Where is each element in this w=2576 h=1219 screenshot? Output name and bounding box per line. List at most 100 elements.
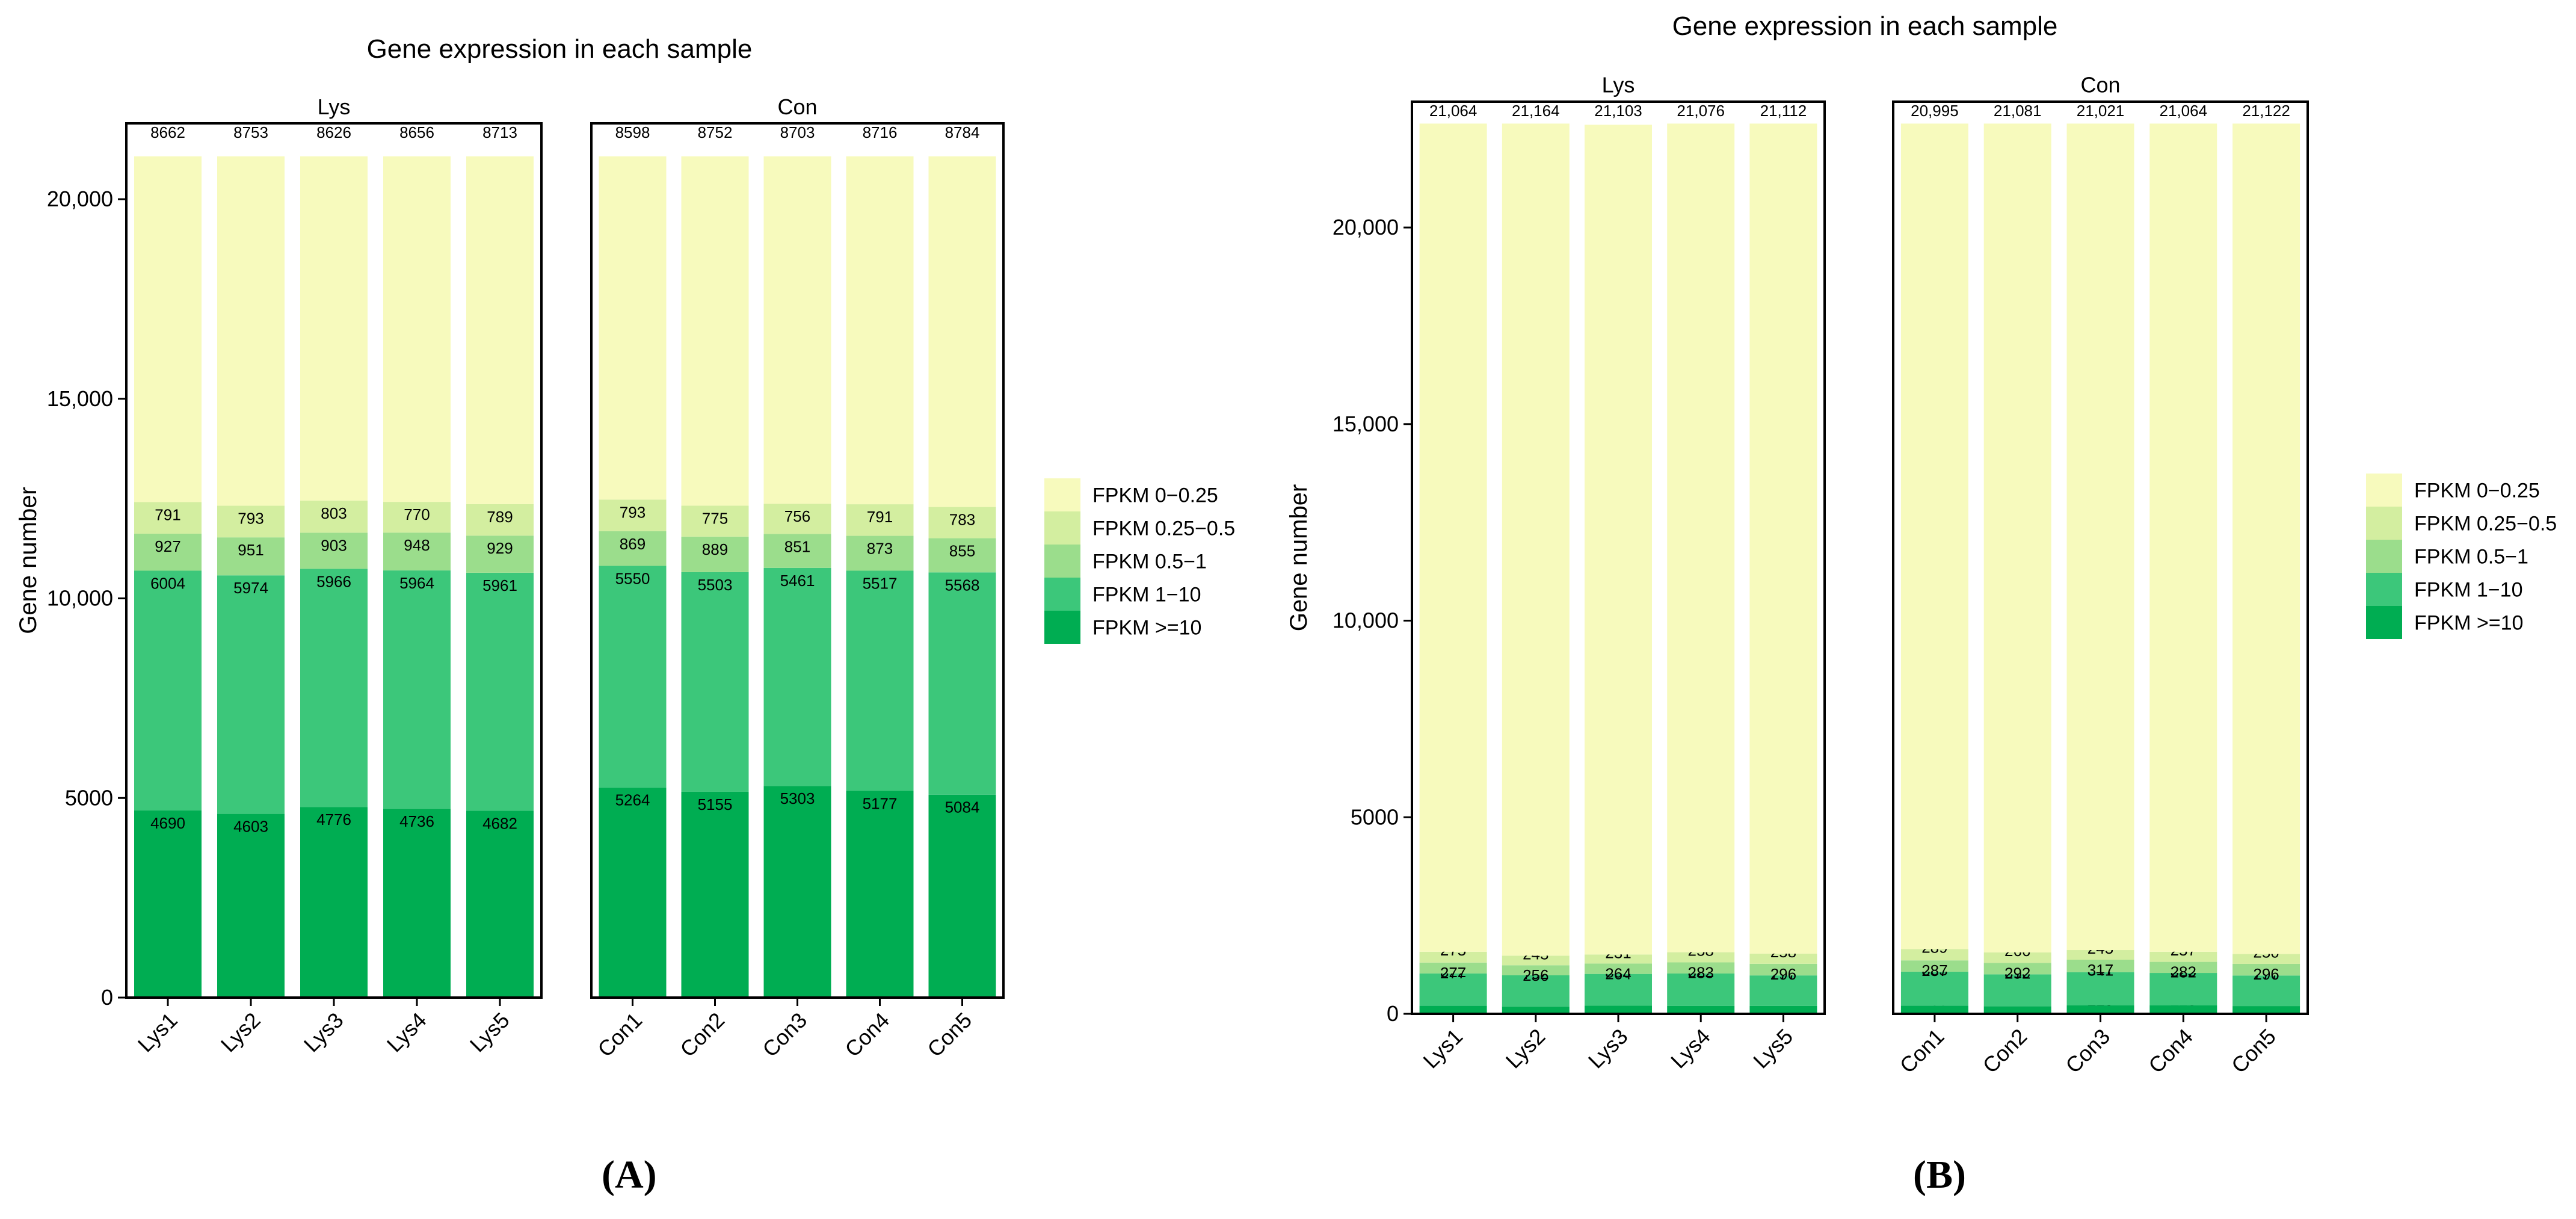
legend-label: FPKM 1−10 — [1092, 584, 1201, 606]
panel-label-b: (B) — [1913, 1153, 1966, 1197]
y-tick-label: 20,000 — [47, 187, 113, 211]
top-label: 21,021 — [2077, 102, 2125, 120]
x-tick-label: Lys2 — [216, 1008, 265, 1057]
top-label: 20,995 — [1911, 102, 1959, 120]
bar-segment — [846, 791, 914, 998]
bar-con2: 19481029226621,081 — [1983, 102, 2051, 1014]
data-label: 5503 — [698, 576, 733, 594]
data-label: 756 — [784, 507, 810, 525]
legend-label: FPKM 0.25−0.5 — [2414, 513, 2557, 535]
top-label: 8753 — [233, 123, 268, 141]
bar-con4: 5177 5517 873 791 8716 — [846, 123, 914, 998]
bar-segment — [1667, 973, 1735, 1006]
data-label: 791 — [155, 506, 180, 524]
bar-segment — [383, 570, 451, 809]
data-label: 5517 — [863, 574, 898, 592]
bar-segment — [1900, 971, 1968, 1006]
x-tick-label: Lys3 — [1583, 1024, 1633, 1073]
bar-lys5: 4682 5961 929 789 8713 — [466, 123, 534, 998]
bar-segment — [134, 156, 202, 502]
data-label: 4776 — [316, 810, 351, 829]
bar-segment — [763, 156, 831, 504]
data-label: 5084 — [945, 798, 980, 816]
bar-segment — [300, 156, 368, 501]
bar-segment — [466, 572, 534, 811]
bar-segment — [466, 504, 534, 536]
bar-lys2: 4603 5974 951 793 8753 — [217, 123, 285, 998]
x-tick-label: Con2 — [1978, 1024, 2032, 1078]
y-tick-label: 10,000 — [47, 586, 113, 611]
top-label: 21,064 — [2160, 102, 2208, 120]
bar-segment — [2066, 123, 2134, 951]
data-label: 256 — [1523, 966, 1548, 984]
data-label: 869 — [620, 535, 646, 553]
data-label: 5550 — [615, 570, 650, 588]
data-label: 317 — [2088, 961, 2113, 979]
bar-lys4: 4736 5964 948 770 8656 — [383, 123, 451, 998]
data-label: 4603 — [233, 818, 268, 836]
facet-label: Lys — [318, 94, 351, 119]
bar-segment — [134, 533, 202, 571]
bar-segment — [466, 535, 534, 573]
bar-segment — [681, 572, 749, 792]
x-tick-label: Con4 — [2143, 1024, 2198, 1078]
data-label: 5177 — [863, 795, 898, 813]
bar-segment — [2149, 123, 2217, 952]
top-label: 8656 — [399, 123, 434, 141]
data-label: 5461 — [780, 572, 815, 590]
data-label: 929 — [487, 539, 513, 557]
bar-segment — [599, 499, 667, 531]
bar-con3: 5303 5461 851 756 8703 — [763, 123, 831, 998]
data-label: 282 — [2171, 963, 2196, 981]
facet-frame — [1411, 100, 1826, 1015]
legend-label: FPKM >=10 — [1092, 617, 1201, 640]
bar-lys1: 4690 6004 927 791 8662 — [134, 123, 202, 998]
facet-frame — [125, 122, 543, 999]
bar-segment — [1749, 963, 1817, 976]
bar-segment — [599, 787, 667, 998]
y-tick-label: 5000 — [65, 785, 113, 810]
x-tick-label: Lys2 — [1501, 1024, 1550, 1073]
chart-title: Gene expression in each sample — [1672, 11, 2058, 41]
bar-segment — [383, 808, 451, 998]
bar-segment — [2232, 123, 2300, 954]
top-label: 21,076 — [1677, 102, 1725, 120]
legend-label: FPKM 0.5−1 — [1092, 551, 1207, 573]
bar-lys3: 20680926423121,103 — [1585, 102, 1652, 1014]
legend-label: FPKM >=10 — [2414, 612, 2523, 635]
bar-segment — [1749, 123, 1817, 954]
data-label: 6004 — [150, 574, 185, 592]
panel-label-a: (A) — [602, 1153, 657, 1197]
legend: FPKM 0−0.25 FPKM 0.25−0.5 FPKM 0.5−1 FPKM 1… — [2366, 474, 2557, 639]
bar-segment — [217, 156, 285, 506]
data-label: 951 — [238, 541, 263, 559]
bar-segment — [1900, 960, 1968, 972]
bar-segment — [681, 536, 749, 572]
bar-segment — [217, 813, 285, 998]
bar-segment — [1749, 975, 1817, 1006]
data-label: 948 — [404, 536, 430, 554]
bar-lys4: 20482228325821,076 — [1667, 102, 1735, 1014]
bar-segment — [1585, 963, 1652, 974]
data-label: 287 — [1921, 961, 1947, 980]
top-label: 21,122 — [2242, 102, 2290, 120]
bar-segment — [846, 504, 914, 536]
facet-lys: Lys 20582227727521,064 Lys1 18879225624321,… — [1411, 73, 1826, 1073]
bar-segment — [2066, 1005, 2134, 1014]
bar-segment — [466, 810, 534, 998]
bar-segment — [763, 534, 831, 568]
top-label: 8703 — [780, 123, 815, 141]
bar-segment — [1983, 123, 2051, 952]
data-label: 873 — [867, 540, 893, 558]
y-tick-label: 10,000 — [1333, 608, 1399, 633]
bar-segment — [599, 156, 667, 500]
legend-swatch — [1044, 611, 1080, 644]
bar-segment — [1900, 1005, 1968, 1014]
bar-segment — [1749, 953, 1817, 964]
bar-segment — [2066, 972, 2134, 1005]
bar-segment — [2066, 960, 2134, 972]
data-label: 296 — [1770, 965, 1796, 983]
y-tick-label: 15,000 — [1333, 412, 1399, 436]
x-tick-label: Con1 — [1895, 1024, 1949, 1078]
